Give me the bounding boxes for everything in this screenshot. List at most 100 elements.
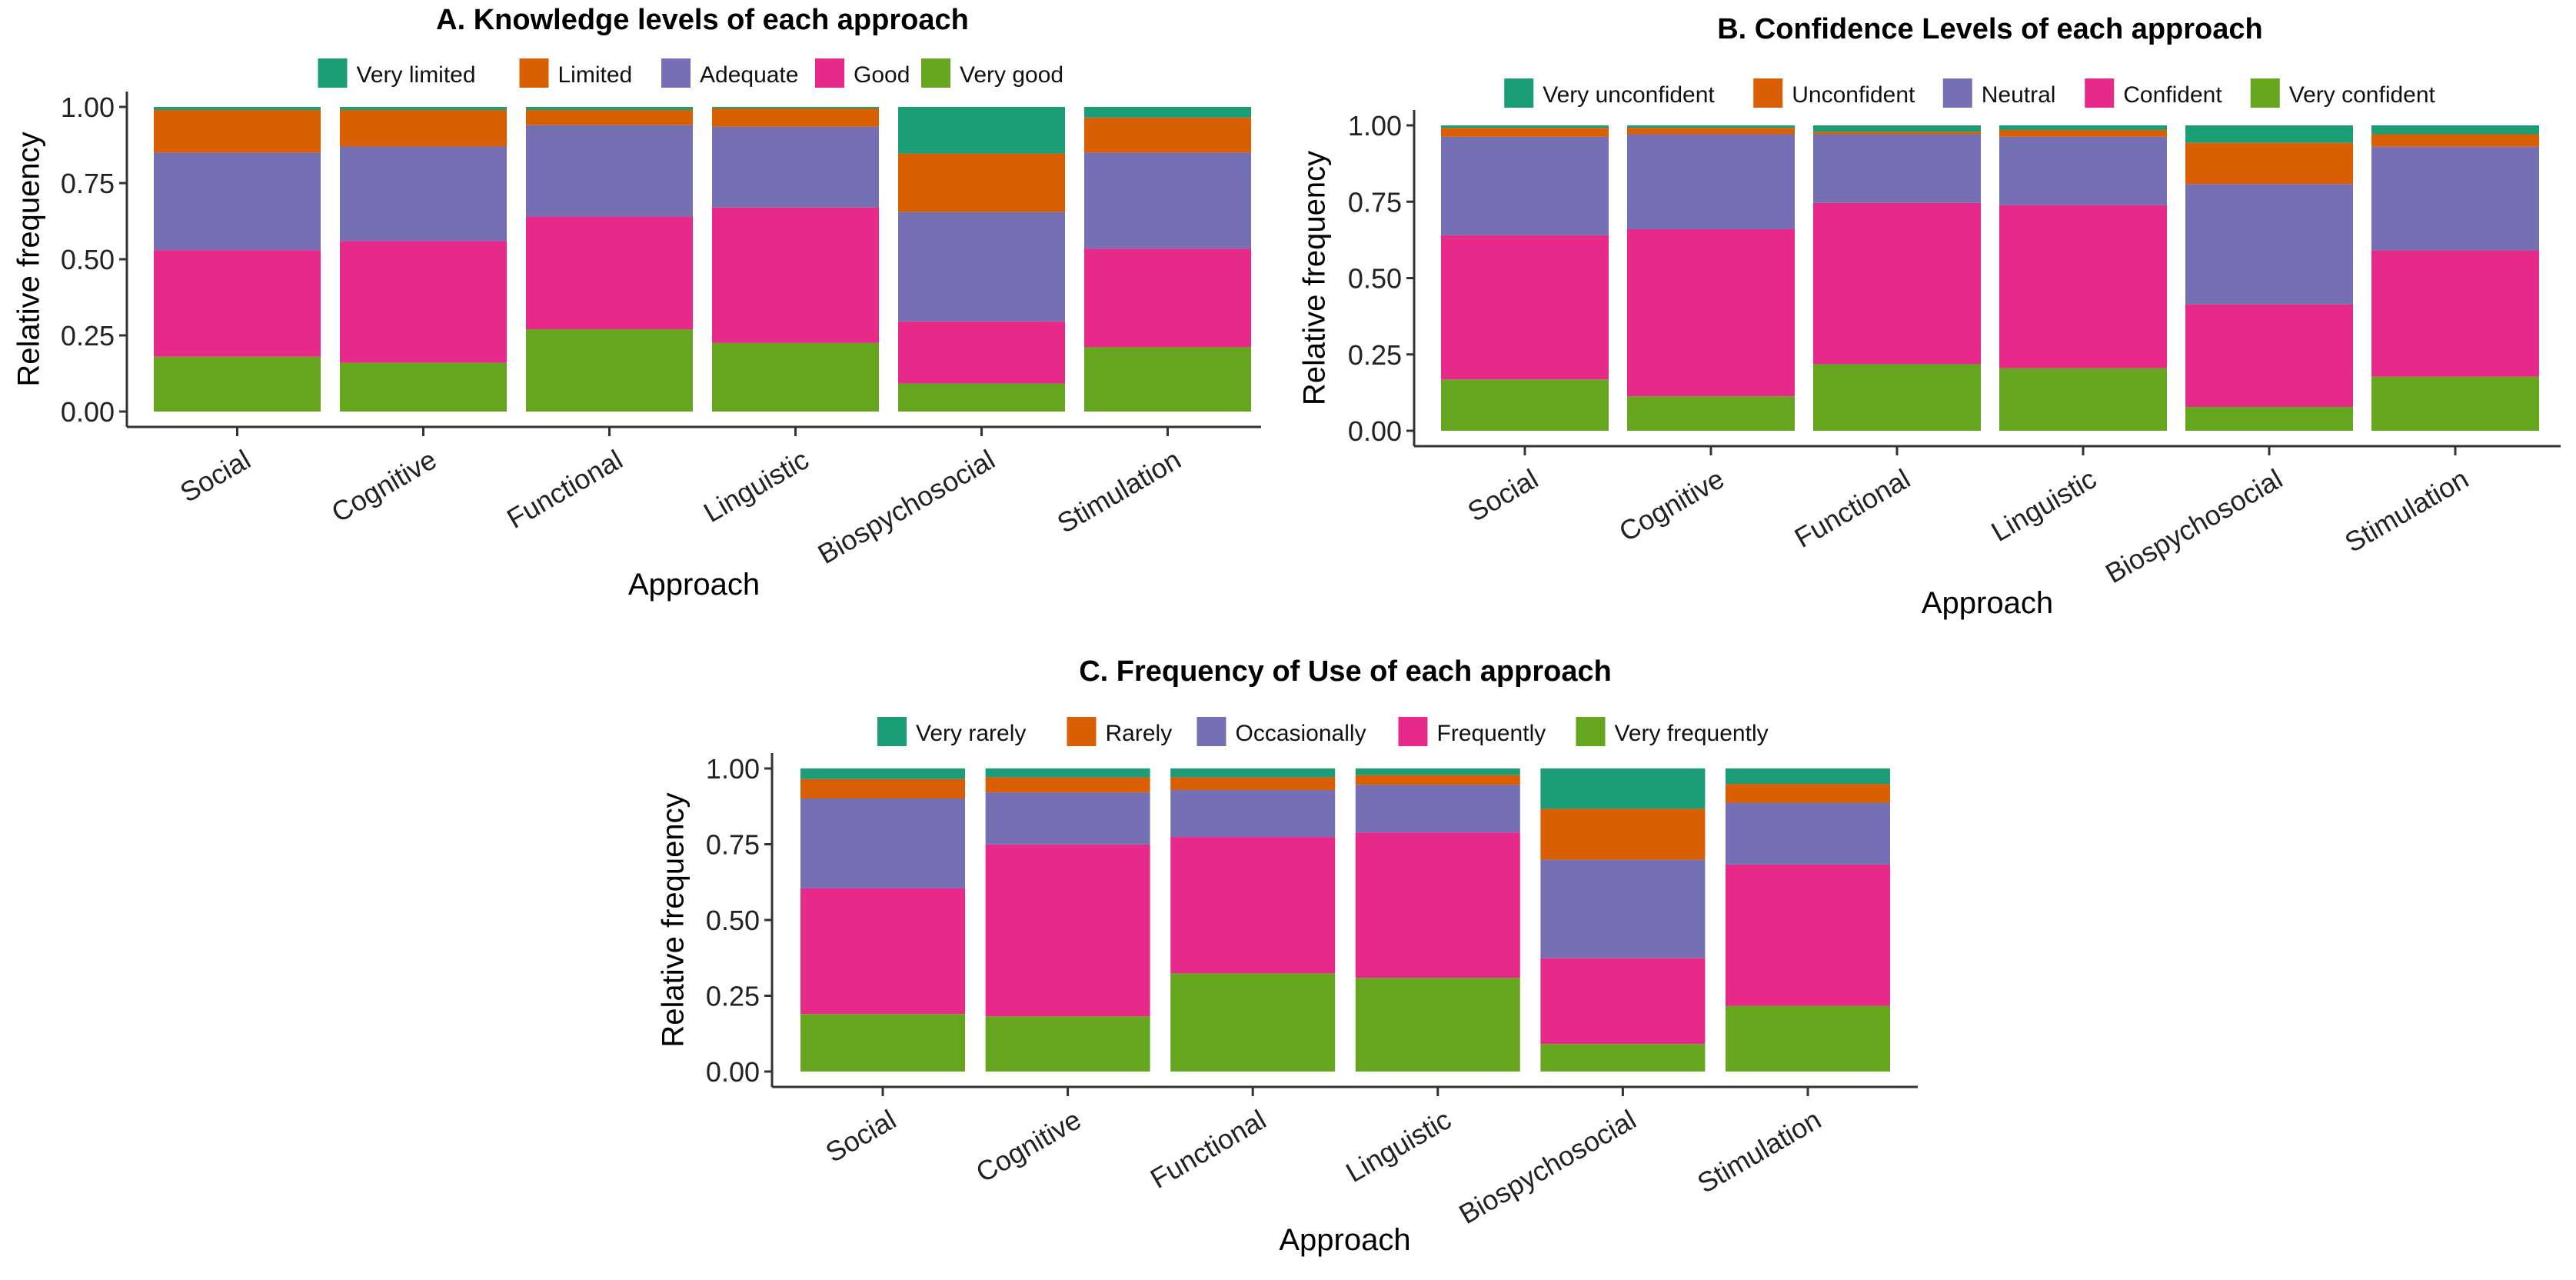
legend-item: Good [815,58,910,88]
y-tick-label: 0.00 [706,1056,760,1088]
y-axis-title: Relative frequency [1298,151,1332,405]
bar-segment [1355,768,1520,775]
legend-label: Frequently [1437,721,1546,746]
x-tick-label: Linguistic [698,443,814,528]
bar-segment [1170,973,1336,1072]
bar-segment [340,241,507,363]
bar-segment [1441,125,1609,128]
bar-segment [340,107,507,110]
bar-segment [154,250,321,357]
legend-item: Very unconfident [1504,78,1715,108]
bar-segment [712,342,879,412]
legend-label: Very limited [357,62,476,88]
bar-segment [1084,248,1251,348]
bar-segment [2371,125,2539,135]
legend-item: Very confident [2250,78,2436,108]
legend-swatch [1576,717,1606,746]
bar-segment [2185,142,2353,185]
x-tick-label: Stimulation [1052,443,1186,539]
bar-segment [1726,1005,1890,1072]
legend-swatch [318,58,348,88]
bar-segment [1355,978,1520,1072]
bar-segment [526,109,693,125]
legend-swatch [1504,78,1534,108]
bar-segment [1084,152,1251,249]
bar-segment [1627,128,1795,135]
x-tick-label: Linguistic [1986,462,2102,548]
bar-segment [800,798,965,888]
legend-label: Neutral [1982,82,2056,108]
bar-segment [1999,129,2167,137]
legend-label: Very rarely [916,721,1026,746]
legend-item: Occasionally [1196,717,1366,746]
y-axis-title: Relative frequency [657,792,691,1047]
y-tick-label: 0.50 [1348,263,1402,295]
bar-segment [712,107,879,108]
legend-item: Very rarely [877,717,1026,746]
bar-segment [1813,125,1981,132]
bar-segment [154,152,321,251]
legend-item: Very limited [318,58,476,88]
bar-segment [526,125,693,217]
bar-segment [1355,785,1520,833]
bar-segment [1441,128,1609,137]
bar-segment [1441,235,1609,380]
bar-segment [985,777,1150,793]
bar-segment [898,321,1065,384]
legend-label: Confident [2123,82,2222,108]
x-axis-title: Approach [1279,1223,1410,1257]
x-tick-label: Stimulation [2339,462,2474,558]
bar-segment [1540,1044,1706,1072]
bar-segment [2371,134,2539,147]
bar-segment [1813,132,1981,135]
legend-item: Rarely [1067,717,1173,746]
legend-swatch [1753,78,1783,108]
x-tick-label: Functional [501,443,627,535]
legend-label: Very unconfident [1543,82,1715,108]
y-tick-label: 0.75 [1348,186,1402,218]
legend-label: Good [854,62,910,88]
bar-segment [898,153,1065,212]
bar-segment [1170,789,1336,838]
chart-panel-0: A. Knowledge levels of each approach Very… [12,4,1261,602]
bar-segment [2185,184,2353,305]
y-tick-label: 0.00 [61,396,115,428]
bar-segment [1084,347,1251,412]
bar-segment [1540,768,1706,809]
y-tick-label: 1.00 [61,92,115,123]
legend-swatch [661,58,691,88]
x-tick-label: Biospychosocial [812,443,1000,570]
y-tick-label: 0.50 [61,244,115,275]
legend-item: Frequently [1398,717,1546,746]
bar-segment [1813,364,1981,431]
legend-swatch [1196,717,1226,746]
bar-segment [526,216,693,330]
bar-segment [898,212,1065,322]
x-tick-label: Stimulation [1692,1103,1826,1199]
bar-segment [2371,146,2539,251]
x-tick-label: Linguistic [1340,1103,1456,1188]
bar-segment [1084,117,1251,153]
bar-segment [526,329,693,412]
bar-segment [2371,250,2539,377]
bar-segment [712,207,879,343]
bar-segment [1540,808,1706,860]
y-tick-label: 0.25 [61,320,115,352]
bar-segment [1084,107,1251,118]
bar-segment [2185,407,2353,431]
bar-segment [1999,125,2167,130]
bar-segment [154,107,321,110]
x-tick-label: Functional [1145,1103,1271,1195]
bar-segment [1726,784,1890,803]
bar-segment [1813,134,1981,203]
chart-panel-1: B. Confidence Levels of each approach Ver… [1298,13,2561,620]
bar-segment [1441,379,1609,431]
bar-segment [340,109,507,147]
y-tick-label: 0.00 [1348,415,1402,447]
bar-segment [1627,228,1795,397]
chart-title: B. Confidence Levels of each approach [1717,13,2263,45]
legend-label: Rarely [1106,721,1173,746]
x-axis-title: Approach [628,568,760,602]
x-axis-title: Approach [1922,586,2053,620]
x-tick-label: Social [1463,462,1543,528]
